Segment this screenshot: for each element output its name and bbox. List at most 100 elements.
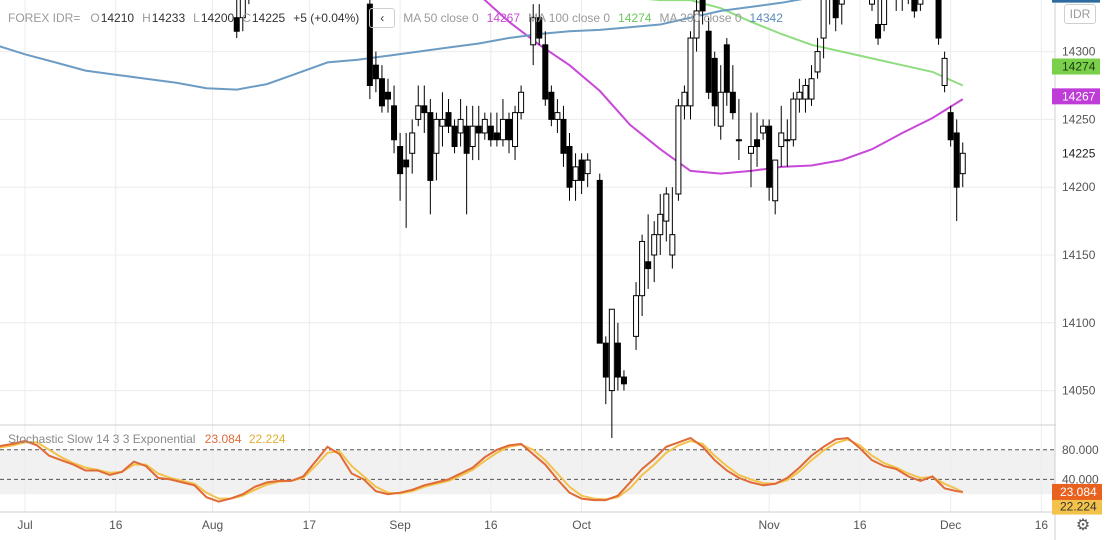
candle-body [881, 0, 888, 25]
time-tick-label: 16 [853, 518, 867, 532]
stochastic-band [0, 449, 1055, 495]
time-tick-label: Aug [202, 518, 223, 532]
candle [947, 105, 954, 147]
candle-body [439, 118, 446, 127]
candle-body [493, 132, 500, 141]
candle-body [469, 125, 476, 148]
low-label: L [193, 11, 200, 25]
stochastic-d-marker-bg [1052, 498, 1102, 515]
price-tick-label: 14300 [1062, 45, 1096, 59]
candle [560, 105, 567, 167]
candle [633, 282, 640, 350]
currency-selector-button[interactable]: IDR [1064, 4, 1096, 24]
candle [542, 31, 549, 106]
candle [657, 193, 664, 255]
candle-body [735, 139, 742, 142]
candle-body [639, 240, 646, 297]
low-value: 14200 [200, 11, 235, 25]
last-price-marker: 14225 [1062, 146, 1096, 160]
candle [820, 0, 827, 59]
candle-body [663, 193, 670, 222]
collapse-indicators-button[interactable]: ‹ [369, 8, 396, 28]
candle [608, 308, 615, 439]
candle [663, 187, 670, 242]
stochastic-k-line [0, 436, 963, 503]
candle-body [645, 261, 652, 270]
candle-body [614, 342, 621, 378]
moving-average-lines [0, 0, 964, 175]
price-tick-label: 14200 [1062, 180, 1096, 194]
candle [895, 0, 897, 11]
candle-body [548, 91, 555, 120]
candle-body [572, 166, 579, 181]
candle [829, 0, 831, 25]
settings-gear-icon[interactable]: ⚙ [1075, 517, 1091, 534]
candle [506, 112, 512, 154]
candle [693, 0, 700, 52]
candle [391, 85, 398, 154]
last-price-marker-bg [1056, 146, 1100, 161]
candle [790, 92, 797, 147]
candle-body [729, 91, 736, 114]
candle-body [620, 376, 627, 385]
candle-body [499, 118, 506, 141]
candle [778, 105, 785, 167]
candle-body [584, 159, 591, 175]
candle-body [596, 179, 603, 344]
candle [584, 153, 591, 188]
candle [578, 153, 585, 194]
candle [754, 112, 761, 167]
stochastic-panel [0, 436, 1055, 503]
candle [838, 0, 845, 25]
candle-body [681, 91, 688, 107]
ma200-value: 14342 [749, 11, 783, 25]
close-label: C [242, 11, 251, 25]
symbol-label: FOREX IDR= [8, 11, 81, 25]
candle [796, 78, 803, 113]
price-tick-label: 14050 [1062, 384, 1096, 398]
candle [469, 105, 476, 161]
candle [772, 159, 779, 215]
candle [239, 0, 246, 32]
candle-body [481, 118, 488, 134]
candle-body [536, 17, 543, 39]
candle [869, 0, 875, 11]
candle [548, 85, 555, 127]
stochastic-d-line [0, 438, 964, 501]
candle-body [748, 146, 754, 154]
time-tick-label: Sep [389, 518, 411, 532]
candle-body [633, 295, 640, 337]
candle-body [790, 98, 797, 141]
candle-body [808, 78, 815, 100]
candle-body [427, 112, 434, 181]
candle [433, 112, 440, 181]
candle-body [415, 105, 422, 120]
ma200-marker: 14342 [1062, 0, 1096, 2]
candle-body [233, 17, 240, 32]
candle-body [760, 125, 767, 134]
candle [499, 99, 506, 147]
candle [463, 105, 470, 215]
time-tick-label: 16 [109, 518, 123, 532]
candle-body [699, 0, 706, 12]
candle-body [391, 105, 398, 141]
candle-body [705, 30, 712, 93]
candle [717, 65, 724, 140]
candle [415, 85, 422, 127]
stochastic-label: Stochastic Slow 14 3 3 Exponential 23.08… [8, 432, 286, 446]
candle [427, 99, 434, 215]
time-tick-label: Nov [758, 518, 779, 532]
candle-body [953, 132, 960, 188]
candle-body [409, 132, 416, 154]
candle [766, 119, 773, 201]
candle [675, 99, 682, 201]
high-label: H [142, 11, 151, 25]
candlestick-series [233, 0, 966, 439]
time-tick-label: Oct [572, 518, 591, 532]
candle [397, 132, 404, 201]
candle [699, 0, 706, 25]
ma100-marker-bg [1052, 58, 1100, 75]
